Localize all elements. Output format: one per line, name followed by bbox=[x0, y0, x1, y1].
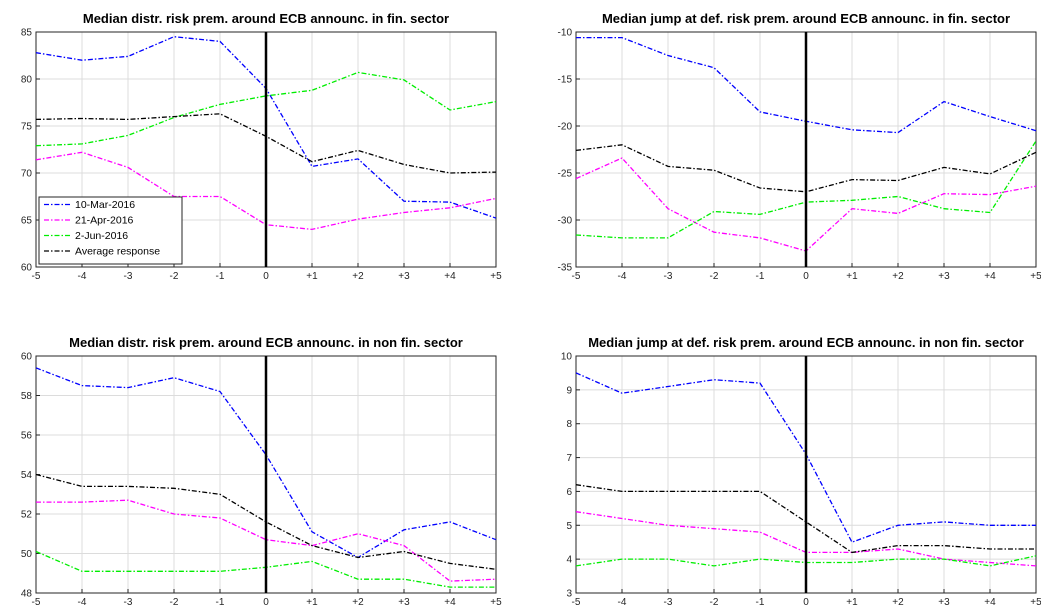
x-tick-label: +4 bbox=[984, 271, 996, 282]
x-tick-label: 0 bbox=[803, 597, 809, 608]
x-tick-label: +5 bbox=[490, 271, 502, 282]
y-tick-label: 4 bbox=[566, 555, 572, 566]
x-tick-label: +2 bbox=[892, 597, 904, 608]
y-tick-label: 7 bbox=[566, 453, 572, 464]
x-tick-label: -2 bbox=[170, 597, 179, 608]
y-tick-label: -30 bbox=[558, 216, 573, 227]
y-tick-label: 10 bbox=[561, 352, 573, 363]
legend: 10-Mar-2016 21-Apr-2016 2-Jun-2016 Average … bbox=[38, 196, 183, 265]
x-tick-label: -4 bbox=[618, 597, 627, 608]
x-tick-label: -1 bbox=[216, 271, 225, 282]
y-tick-label: 70 bbox=[21, 169, 33, 180]
x-tick-label: -5 bbox=[572, 271, 581, 282]
chart-title: Median jump at def. risk prem. around EC… bbox=[588, 335, 1024, 350]
legend-box bbox=[38, 196, 183, 265]
x-tick-label: +2 bbox=[352, 271, 364, 282]
x-tick-label: +4 bbox=[444, 597, 456, 608]
x-tick-label: +1 bbox=[306, 597, 318, 608]
y-tick-label: 65 bbox=[21, 216, 33, 227]
x-tick-label: +5 bbox=[1030, 271, 1041, 282]
chart-panel-2: Median jump at def. risk prem. around EC… bbox=[558, 11, 1041, 282]
x-tick-label: -3 bbox=[664, 597, 673, 608]
x-tick-label: +1 bbox=[846, 597, 858, 608]
legend-label: 21-Apr-2016 bbox=[75, 215, 134, 227]
x-tick-label: +4 bbox=[984, 597, 996, 608]
y-tick-label: 60 bbox=[21, 352, 33, 363]
x-tick-label: -4 bbox=[618, 271, 627, 282]
y-tick-label: -20 bbox=[558, 122, 573, 133]
series-line-2 bbox=[36, 499, 497, 582]
y-tick-label: 58 bbox=[21, 391, 33, 402]
x-tick-label: -2 bbox=[710, 271, 719, 282]
x-tick-label: +3 bbox=[938, 597, 950, 608]
chart-title: Median jump at def. risk prem. around EC… bbox=[602, 11, 1010, 26]
x-tick-label: -5 bbox=[32, 597, 41, 608]
chart-panel-4: Median jump at def. risk prem. around EC… bbox=[561, 335, 1041, 608]
x-tick-label: +1 bbox=[846, 271, 858, 282]
x-tick-label: +5 bbox=[1030, 597, 1041, 608]
chart-panel-1: Median distr. risk prem. around ECB anno… bbox=[21, 11, 502, 282]
x-tick-label: -5 bbox=[572, 597, 581, 608]
x-tick-label: -4 bbox=[78, 271, 87, 282]
legend-label: 2-Jun-2016 bbox=[75, 230, 128, 242]
legend-label: Average response bbox=[75, 246, 160, 258]
x-tick-label: +3 bbox=[398, 597, 410, 608]
x-tick-label: -5 bbox=[32, 271, 41, 282]
x-tick-label: -3 bbox=[124, 597, 133, 608]
series-line-2-jun-2016 bbox=[35, 71, 497, 147]
y-tick-label: 60 bbox=[21, 263, 33, 274]
y-tick-label: 8 bbox=[566, 419, 572, 430]
y-tick-label: 6 bbox=[566, 487, 572, 498]
x-tick-label: -1 bbox=[216, 597, 225, 608]
y-tick-label: 5 bbox=[566, 521, 572, 532]
x-tick-label: 0 bbox=[263, 271, 269, 282]
x-tick-label: +5 bbox=[490, 597, 502, 608]
x-tick-label: +2 bbox=[892, 271, 904, 282]
y-tick-label: 9 bbox=[566, 385, 572, 396]
series-line-1 bbox=[35, 367, 497, 559]
y-tick-label: -15 bbox=[558, 75, 573, 86]
series-line-4 bbox=[35, 473, 497, 570]
y-tick-label: 54 bbox=[21, 470, 33, 481]
series-line-4 bbox=[575, 484, 1036, 554]
x-tick-label: -2 bbox=[710, 597, 719, 608]
x-tick-label: 0 bbox=[263, 597, 269, 608]
chart-title: Median distr. risk prem. around ECB anno… bbox=[69, 335, 463, 350]
y-tick-label: 56 bbox=[21, 431, 33, 442]
x-tick-label: -3 bbox=[124, 271, 133, 282]
y-tick-label: -35 bbox=[558, 263, 573, 274]
y-tick-label: 52 bbox=[21, 510, 33, 521]
y-tick-label: 75 bbox=[21, 122, 33, 133]
x-tick-label: +1 bbox=[306, 271, 318, 282]
x-tick-label: 0 bbox=[803, 271, 809, 282]
y-tick-label: 3 bbox=[566, 589, 572, 600]
x-tick-label: -1 bbox=[756, 271, 765, 282]
x-tick-label: -1 bbox=[756, 597, 765, 608]
chart-panel-3: Median distr. risk prem. around ECB anno… bbox=[21, 335, 502, 608]
chart-title: Median distr. risk prem. around ECB anno… bbox=[83, 11, 449, 26]
x-tick-label: -4 bbox=[78, 597, 87, 608]
x-tick-label: +2 bbox=[352, 597, 364, 608]
x-tick-label: -3 bbox=[664, 271, 673, 282]
x-tick-label: +3 bbox=[938, 271, 950, 282]
y-tick-label: -25 bbox=[558, 169, 573, 180]
x-tick-label: -2 bbox=[170, 271, 179, 282]
y-tick-label: 50 bbox=[21, 549, 33, 560]
x-tick-label: +3 bbox=[398, 271, 410, 282]
y-tick-label: 85 bbox=[21, 28, 33, 39]
legend-label: 10-Mar-2016 bbox=[75, 199, 135, 211]
y-tick-label: 48 bbox=[21, 589, 33, 600]
x-tick-label: +4 bbox=[444, 271, 456, 282]
y-tick-label: 80 bbox=[21, 75, 33, 86]
y-tick-label: -10 bbox=[558, 28, 573, 39]
